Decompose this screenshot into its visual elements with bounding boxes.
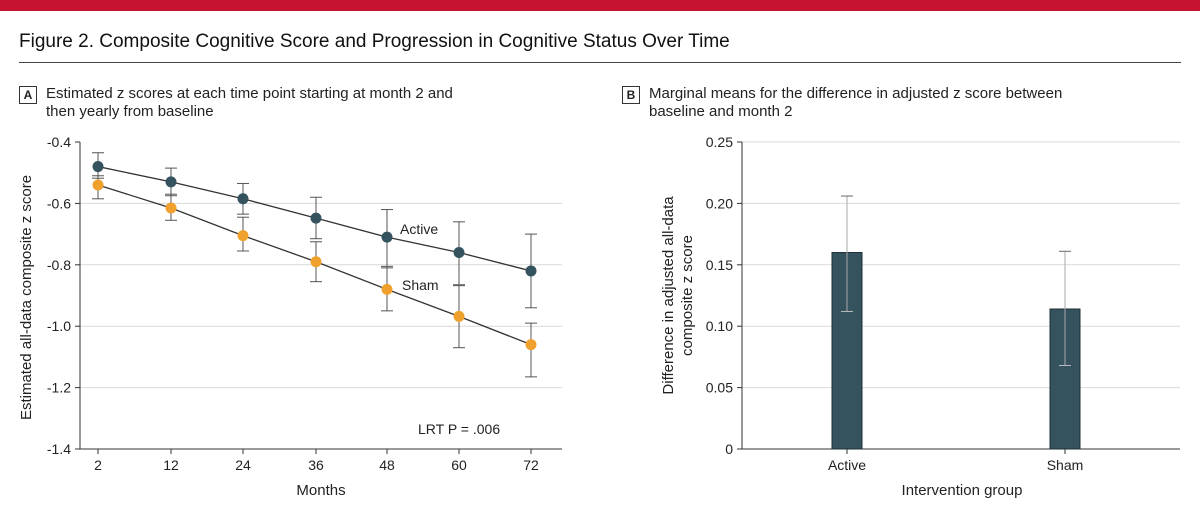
x-tick-label: 48 <box>379 457 395 473</box>
x-tick-label: 72 <box>523 457 539 473</box>
series-label-active: Active <box>400 221 438 237</box>
x-tick-label: 60 <box>451 457 467 473</box>
y-tick-label: -1.0 <box>47 318 71 334</box>
data-point-active <box>381 231 393 243</box>
panel-a-label: A <box>19 86 37 104</box>
panel-a-title-line2: then yearly from baseline <box>46 103 214 120</box>
y-tick-label: -0.6 <box>47 195 71 211</box>
x-tick-label: 24 <box>235 457 251 473</box>
data-point-active <box>92 161 104 173</box>
data-point-active <box>165 176 177 188</box>
data-point-sham <box>453 310 465 322</box>
title-divider <box>19 62 1181 63</box>
panel-a-header: A Estimated z scores at each time point … <box>19 85 453 121</box>
panel-a-title-line1: Estimated z scores at each time point st… <box>46 85 453 102</box>
y-tick-label: 0.05 <box>706 380 733 396</box>
data-point-sham <box>310 256 322 268</box>
panel-b-title-line1: Marginal means for the difference in adj… <box>649 85 1063 102</box>
x-tick-label: Active <box>828 457 866 473</box>
y-tick-label: 0.25 <box>706 134 733 150</box>
figure-title: Figure 2. Composite Cognitive Score and … <box>19 31 730 52</box>
y-axis-label-line1: Difference in adjusted all-data <box>660 196 677 395</box>
data-point-active <box>453 247 465 259</box>
y-tick-label: 0.15 <box>706 257 733 273</box>
x-tick-label: Sham <box>1047 457 1084 473</box>
y-tick-label: -1.2 <box>47 380 71 396</box>
accent-bar <box>0 0 1200 11</box>
panel-b-title-line2: baseline and month 2 <box>649 103 793 120</box>
x-tick-label: 2 <box>94 457 102 473</box>
data-point-active <box>310 212 322 224</box>
series-label-sham: Sham <box>402 277 439 293</box>
y-axis-label: Estimated all-data composite z score <box>18 175 35 420</box>
data-point-sham <box>525 339 537 351</box>
data-point-active <box>525 265 537 277</box>
x-axis-label: Intervention group <box>902 482 1023 499</box>
data-point-active <box>237 193 249 205</box>
y-tick-label: -0.8 <box>47 257 71 273</box>
y-axis-label-line2: composite z score <box>679 235 696 356</box>
y-tick-label: 0 <box>725 441 733 457</box>
panel-a-title: Estimated z scores at each time point st… <box>46 85 453 121</box>
x-tick-label: 12 <box>163 457 179 473</box>
p-value-annotation: LRT P = .006 <box>418 421 500 437</box>
panel-b-label: B <box>622 86 640 104</box>
x-axis-label: Months <box>296 482 345 499</box>
y-tick-label: -0.4 <box>47 134 71 150</box>
y-tick-label: -1.4 <box>47 441 71 457</box>
data-point-sham <box>237 230 249 242</box>
data-point-sham <box>92 179 104 191</box>
line-chart: -0.4 -0.6 -0.8 -1.0 -1.2 -1.4 2 12 24 36 48 60 72 Mon… <box>18 134 562 499</box>
y-tick-label: 0.20 <box>706 195 733 211</box>
x-tick-label: 36 <box>308 457 324 473</box>
data-point-sham <box>381 283 393 295</box>
panel-b-header: B Marginal means for the difference in a… <box>622 85 1062 121</box>
y-tick-label: 0.10 <box>706 318 733 334</box>
data-point-sham <box>165 202 177 214</box>
panel-b-title: Marginal means for the difference in adj… <box>649 85 1062 121</box>
